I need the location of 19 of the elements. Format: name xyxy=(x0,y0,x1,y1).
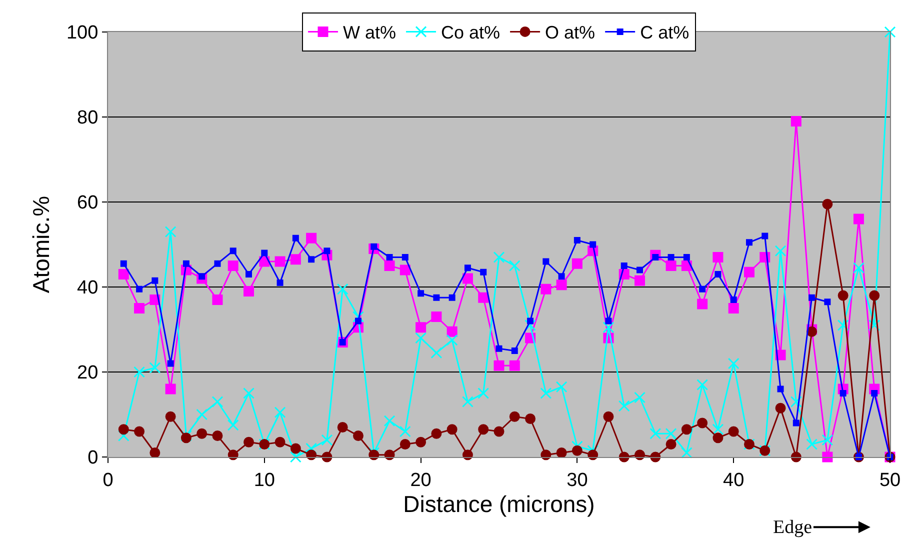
x-tick-label: 10 xyxy=(254,470,275,491)
y-tick-label: 80 xyxy=(77,108,98,129)
legend-label: Co at% xyxy=(441,22,500,43)
x-tick-label: 0 xyxy=(102,470,114,491)
y-tick-label: 0 xyxy=(88,448,98,469)
y-tick-label: 100 xyxy=(66,22,98,44)
y-tick-label: 60 xyxy=(77,192,98,214)
x-tick-label: 30 xyxy=(566,470,588,491)
y-tick-label: 20 xyxy=(77,362,98,384)
y-tick-label: 40 xyxy=(77,278,98,299)
x-tick-label: 50 xyxy=(879,470,901,491)
legend-label: W at% xyxy=(343,22,396,43)
x-tick-label: 20 xyxy=(410,470,432,491)
x-axis-title: Distance (microns) xyxy=(403,490,595,517)
y-axis-title: Atomic.% xyxy=(28,196,54,294)
text: Edge xyxy=(773,517,812,538)
x-tick-label: 40 xyxy=(723,470,744,491)
legend-label: O at% xyxy=(545,22,596,43)
legend-label: C at% xyxy=(640,22,690,43)
